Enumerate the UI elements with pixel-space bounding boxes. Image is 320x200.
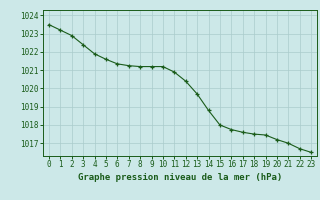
X-axis label: Graphe pression niveau de la mer (hPa): Graphe pression niveau de la mer (hPa) [78,173,282,182]
